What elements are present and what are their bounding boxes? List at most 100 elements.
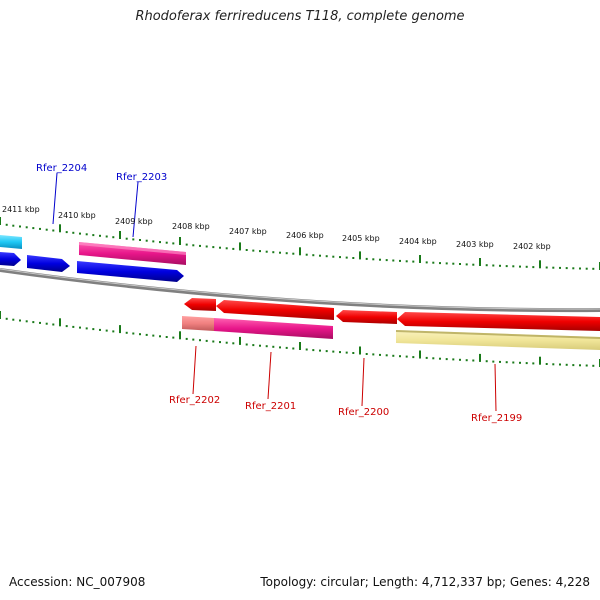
- lower-scale-minor-tick: [325, 350, 328, 353]
- lower-scale-minor-tick: [472, 359, 475, 362]
- gene-rfer-2203-upper[interactable]: [79, 242, 186, 265]
- lower-scale-minor-tick: [19, 319, 21, 322]
- lower-scale-minor-tick: [25, 320, 28, 323]
- upper-scale-major-tick: [539, 260, 541, 269]
- gene-label-rfer-2204[interactable]: Rfer_2204: [36, 163, 87, 174]
- lower-scale-minor-tick: [505, 361, 508, 364]
- lower-scale-minor-tick: [292, 347, 295, 350]
- lower-scale-minor-tick: [212, 340, 215, 343]
- upper-scale-minor-tick: [245, 249, 248, 251]
- scale-tick-2410: 2410 kbp: [58, 211, 96, 220]
- lower-scale-minor-tick: [225, 341, 228, 344]
- lower-scale-minor-tick: [319, 349, 321, 352]
- scale-tick-2407: 2407 kbp: [229, 227, 267, 236]
- gene-reverse-red-3[interactable]: [336, 310, 397, 324]
- upper-scale-minor-tick: [159, 241, 161, 244]
- upper-scale-minor-tick: [352, 257, 355, 259]
- lower-scale-major-tick: [119, 325, 121, 334]
- lower-scale-minor-tick: [552, 363, 555, 366]
- gene-label-rfer-2203[interactable]: Rfer_2203: [116, 172, 167, 183]
- upper-scale-minor-tick: [552, 266, 555, 269]
- upper-scale-minor-tick: [405, 260, 408, 263]
- gene-label-rfer-2199[interactable]: Rfer_2199: [471, 413, 522, 424]
- gene-label-rfer-2201[interactable]: Rfer_2201: [245, 401, 296, 412]
- upper-scale-minor-tick: [592, 267, 595, 270]
- lower-scale-minor-tick: [392, 354, 395, 357]
- upper-scale-minor-tick: [145, 239, 148, 242]
- upper-scale-minor-tick: [105, 235, 108, 238]
- gene-rfer-2202[interactable]: [182, 316, 214, 331]
- upper-scale-minor-tick: [85, 233, 88, 236]
- scale-tick-2408: 2408 kbp: [172, 222, 210, 231]
- lower-scale-minor-tick: [192, 338, 195, 341]
- lower-scale-minor-tick: [579, 364, 581, 367]
- upper-scale-minor-tick: [452, 262, 455, 265]
- map-title: Rhodoferax ferrireducens T118, complete …: [135, 9, 465, 24]
- gene-label-rfer-2200[interactable]: Rfer_2200: [338, 407, 389, 418]
- upper-scale-minor-tick: [445, 262, 448, 265]
- lower-scale-minor-tick: [165, 336, 168, 338]
- gene-forward-blue-2[interactable]: [27, 255, 70, 272]
- lower-scale-minor-tick: [92, 328, 95, 331]
- lower-scale-minor-tick: [365, 353, 368, 355]
- scale-tick-2404: 2404 kbp: [399, 237, 437, 246]
- gene-forward-blue-1[interactable]: [0, 252, 21, 266]
- lower-scale-minor-tick: [352, 352, 355, 354]
- upper-scale-minor-tick: [25, 226, 28, 229]
- upper-scale-minor-tick: [205, 245, 208, 248]
- upper-scale-minor-tick: [559, 266, 561, 269]
- scale-tick-2403: 2403 kbp: [456, 240, 494, 249]
- upper-scale-minor-tick: [52, 229, 55, 232]
- lower-scale-minor-tick: [372, 353, 375, 356]
- lower-scale-minor-tick: [492, 360, 495, 363]
- upper-scale-minor-tick: [65, 231, 68, 234]
- upper-scale-minor-tick: [152, 240, 155, 243]
- gene-rfer-2199[interactable]: [396, 330, 600, 350]
- gene-forward-cyan[interactable]: [0, 235, 22, 249]
- upper-scale-minor-tick: [125, 237, 128, 240]
- lower-scale-minor-tick: [279, 346, 281, 349]
- upper-scale-minor-tick: [499, 264, 501, 267]
- lower-scale-minor-tick: [185, 337, 188, 340]
- lower-scale-minor-tick: [125, 331, 128, 334]
- upper-scale-minor-tick: [252, 249, 255, 252]
- upper-scale-minor-tick: [225, 247, 228, 250]
- gene-rfer-2201[interactable]: [214, 318, 333, 339]
- upper-scale-minor-tick: [459, 263, 461, 265]
- upper-scale-minor-tick: [312, 254, 315, 257]
- upper-scale-major-tick: [419, 255, 421, 263]
- lower-scale-minor-tick: [592, 364, 595, 367]
- lower-scale-minor-tick: [159, 335, 161, 338]
- gene-label-rfer-2202[interactable]: Rfer_2202: [169, 395, 220, 406]
- lower-scale-minor-tick: [379, 353, 381, 356]
- lower-scale-major-tick: [59, 318, 61, 327]
- lower-scale-minor-tick: [572, 364, 575, 367]
- lower-scale-minor-tick: [465, 359, 468, 362]
- lower-scale-minor-tick: [112, 330, 115, 333]
- lower-scale-minor-tick: [385, 354, 388, 357]
- lower-scale-minor-tick: [85, 327, 88, 330]
- upper-scale-minor-tick: [532, 266, 535, 269]
- gene-reverse-red-2[interactable]: [216, 300, 334, 320]
- gene-reverse-red-1[interactable]: [184, 298, 216, 311]
- lower-scale-minor-tick: [452, 358, 455, 361]
- upper-scale-minor-tick: [425, 261, 428, 264]
- gene-reverse-red-4[interactable]: [397, 312, 600, 331]
- lower-scale-minor-tick: [105, 329, 108, 332]
- lower-scale-minor-tick: [285, 346, 288, 349]
- gene-rfer-2203-lower[interactable]: [77, 261, 184, 282]
- lower-scale-minor-tick: [265, 345, 268, 348]
- lower-scale-minor-tick: [345, 351, 348, 354]
- lower-scale-minor-tick: [65, 325, 68, 328]
- upper-scale-minor-tick: [365, 257, 368, 260]
- upper-scale-major-tick: [359, 251, 361, 260]
- lower-scale-minor-tick: [512, 361, 515, 364]
- accession-label: Accession: NC_007908: [9, 575, 146, 589]
- upper-scale-minor-tick: [432, 261, 435, 264]
- upper-scale-minor-tick: [272, 251, 275, 254]
- upper-scale-minor-tick: [545, 266, 548, 269]
- upper-scale-minor-tick: [199, 244, 201, 247]
- lower-scale-minor-tick: [272, 345, 275, 348]
- upper-scale-minor-tick: [165, 241, 168, 244]
